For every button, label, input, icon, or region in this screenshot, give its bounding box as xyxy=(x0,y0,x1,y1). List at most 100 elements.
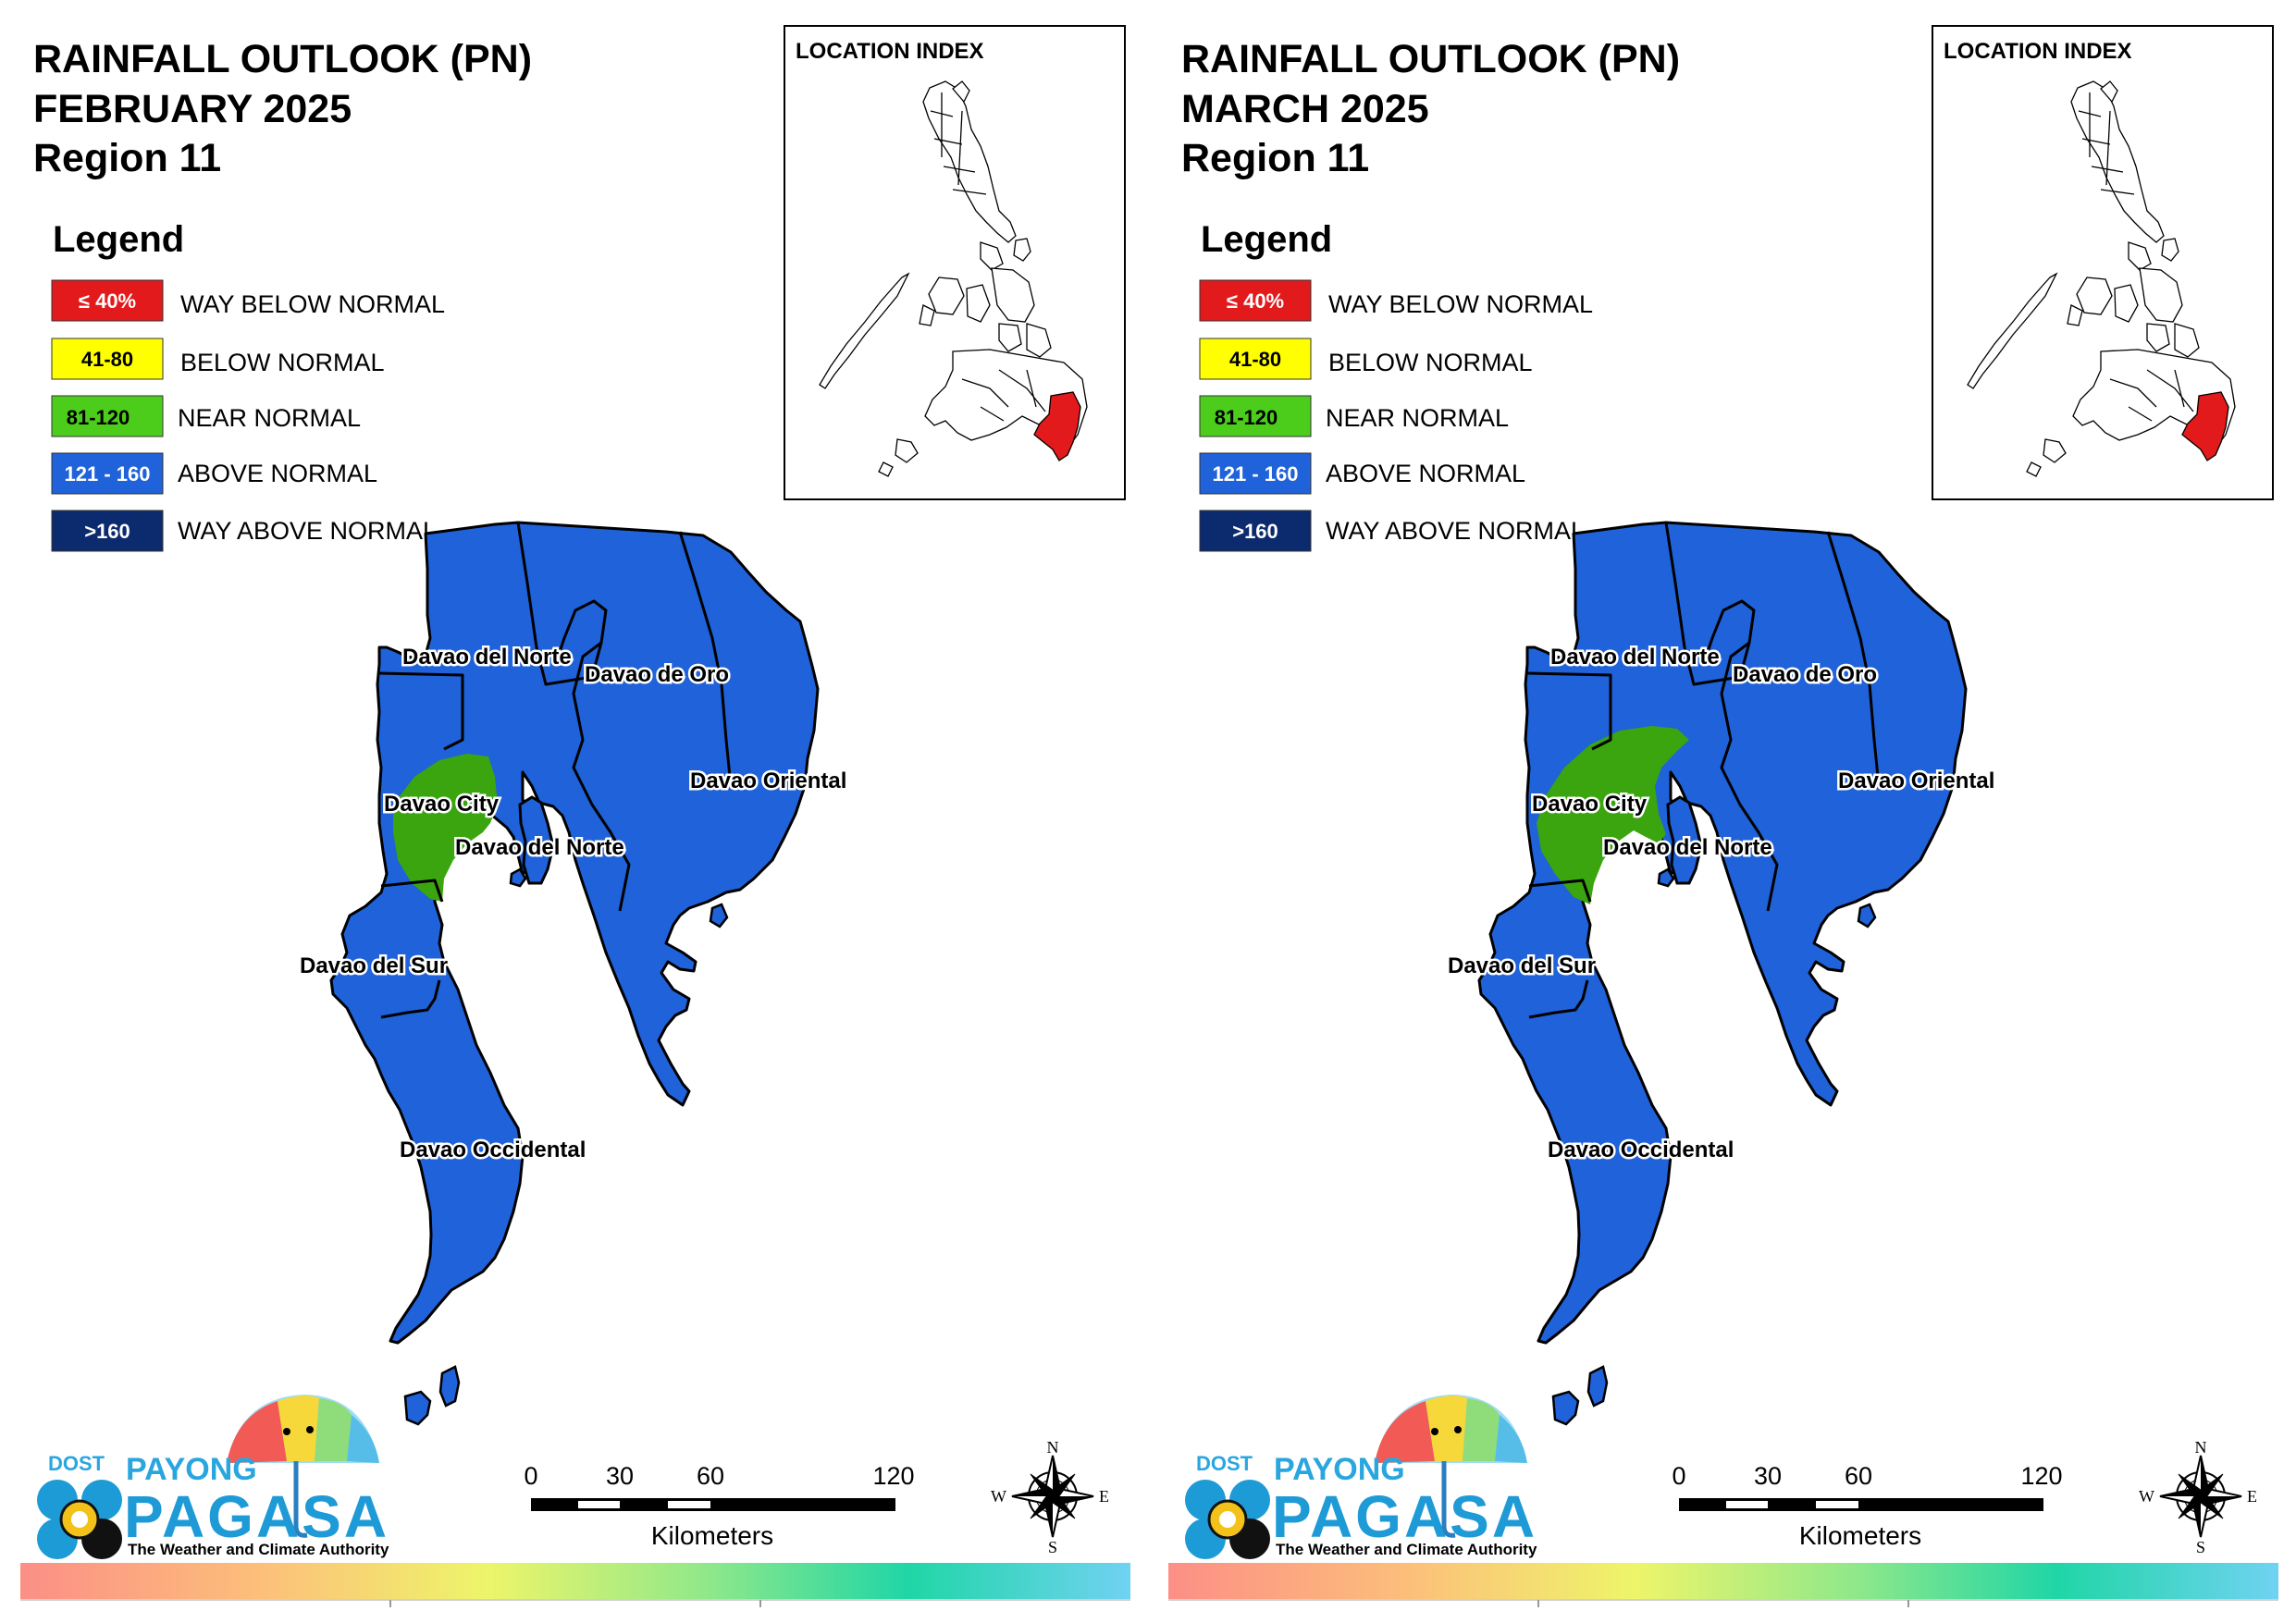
small-island-3 xyxy=(438,1365,461,1408)
province-label-davao-oriental: Davao Oriental xyxy=(690,768,846,793)
compass-n: N xyxy=(2195,1438,2207,1457)
scale-tick-label: 120 xyxy=(872,1462,914,1490)
legend: ≤ 40% WAY BELOW NORMAL 41-80 BELOW NORMA… xyxy=(1199,279,1593,552)
legend-item-way-below: ≤ 40% WAY BELOW NORMAL xyxy=(51,279,445,322)
map-title: RAINFALL OUTLOOK (PN) xyxy=(33,37,532,81)
logo-dost-text: DOST xyxy=(1196,1452,1253,1475)
small-island-4 xyxy=(709,903,729,928)
map-title: RAINFALL OUTLOOK (PN) xyxy=(1181,37,1680,81)
compass-s: S xyxy=(2196,1538,2205,1556)
region-11-highlight xyxy=(2181,391,2229,461)
legend-swatch xyxy=(51,395,164,437)
legend-label: WAY BELOW NORMAL xyxy=(1328,290,1593,318)
legend-item-below: 41-80 BELOW NORMAL xyxy=(51,338,385,380)
legend-label: ABOVE NORMAL xyxy=(1326,460,1525,487)
legend-item-near: 81-120 NEAR NORMAL xyxy=(1199,395,1509,437)
province-label-davao-del-sur: Davao del Sur xyxy=(300,953,448,978)
samal-island xyxy=(1666,795,1703,885)
dost-seal-icon xyxy=(1185,1480,1270,1559)
scale-bar: 0 30 60 120 Kilometers xyxy=(524,1462,914,1550)
province-boundaries xyxy=(1526,522,1881,1019)
pagasa-logo: DOST PAYONG PAGASA The Weather and Clima… xyxy=(1185,1395,1537,1559)
legend-swatch xyxy=(51,452,164,495)
legend-title: Legend xyxy=(1201,219,1332,260)
province-label-davao-occidental: Davao Occidental xyxy=(400,1137,586,1162)
legend-title: Legend xyxy=(53,219,184,260)
panels: RAINFALL OUTLOOK (PN) FEBRUARY 2025 Regi… xyxy=(20,25,2278,1607)
location-index-title: LOCATION INDEX xyxy=(796,39,984,64)
region-11-highlight xyxy=(1033,391,1081,461)
legend-swatch xyxy=(1199,395,1312,437)
legend-swatch xyxy=(1199,510,1312,552)
legend-range: 81-120 xyxy=(67,406,130,429)
legend-swatch xyxy=(51,338,164,380)
scale-tick-label: 60 xyxy=(1845,1462,1872,1490)
province-label-davao-del-norte-2: Davao del Norte xyxy=(1603,835,1772,860)
province-label-davao-city: Davao City xyxy=(1532,792,1648,817)
north-arrow-compass-icon: N E S W xyxy=(2139,1438,2257,1556)
legend-range: ≤ 40% xyxy=(79,289,136,313)
legend-label: BELOW NORMAL xyxy=(180,349,385,376)
scale-unit-label: Kilometers xyxy=(651,1521,773,1550)
umbrella-icon xyxy=(1375,1395,1527,1538)
compass-w: W xyxy=(2139,1487,2154,1506)
map-subtitle-month: MARCH 2025 xyxy=(1181,87,1429,131)
samal-island xyxy=(518,795,555,885)
legend-swatch xyxy=(1199,279,1312,322)
legend-swatch xyxy=(1199,338,1312,380)
scale-tick-label: 0 xyxy=(524,1462,537,1490)
legend-item-near: 81-120 NEAR NORMAL xyxy=(51,395,361,437)
scale-bar-body xyxy=(531,1498,895,1511)
map-panel-2: RAINFALL OUTLOOK (PN) MARCH 2025 Region … xyxy=(1168,25,2278,1607)
legend-range: 121 - 160 xyxy=(65,462,151,486)
small-island-1 xyxy=(509,867,527,888)
logo-payong-text: PAYONG xyxy=(126,1452,257,1487)
scale-bar-segment xyxy=(1726,1501,1768,1508)
umbrella-icon xyxy=(227,1395,379,1538)
legend: ≤ 40% WAY BELOW NORMAL 41-80 BELOW NORMA… xyxy=(51,279,445,552)
dost-seal-icon xyxy=(37,1480,122,1559)
legend-label: WAY BELOW NORMAL xyxy=(180,290,445,318)
scale-tick-label: 120 xyxy=(2020,1462,2062,1490)
legend-label: NEAR NORMAL xyxy=(1326,404,1509,432)
legend-swatch xyxy=(1199,452,1312,495)
scale-bar: 0 30 60 120 Kilometers xyxy=(1672,1462,2062,1550)
legend-label: NEAR NORMAL xyxy=(178,404,361,432)
scale-tick-label: 0 xyxy=(1672,1462,1685,1490)
scale-bar-segment xyxy=(578,1501,620,1508)
legend-range: >160 xyxy=(84,520,130,543)
logo-tagline: The Weather and Climate Authority xyxy=(1276,1541,1537,1558)
philippines-outline-map xyxy=(1967,80,2236,477)
scale-bar-segment xyxy=(668,1501,710,1508)
legend-label: WAY ABOVE NORMAL xyxy=(178,517,437,545)
legend-label: WAY ABOVE NORMAL xyxy=(1326,517,1585,545)
legend-item-way-below: ≤ 40% WAY BELOW NORMAL xyxy=(1199,279,1593,322)
compass-s: S xyxy=(1048,1538,1057,1556)
scale-tick-label: 30 xyxy=(1754,1462,1782,1490)
province-label-davao-de-oro: Davao de Oro xyxy=(585,662,729,687)
location-index-inset: LOCATION INDEX xyxy=(1932,25,2274,500)
legend-swatch xyxy=(51,279,164,322)
compass-n: N xyxy=(1047,1438,1059,1457)
decorative-gradient-bar xyxy=(20,1563,1130,1600)
north-arrow-compass-icon: N E S W xyxy=(991,1438,1109,1556)
logo-pagasa-text: PAGASA xyxy=(1272,1483,1537,1550)
province-boundaries xyxy=(378,522,733,1019)
legend-item-above: 121 - 160 ABOVE NORMAL xyxy=(51,452,377,495)
decorative-gradient-bar xyxy=(1168,1563,2278,1600)
legend-range: 41-80 xyxy=(81,348,133,371)
legend-range: ≤ 40% xyxy=(1227,289,1284,313)
small-island-4 xyxy=(1857,903,1877,928)
location-index-title: LOCATION INDEX xyxy=(1944,39,2132,64)
small-island-2 xyxy=(403,1390,432,1426)
compass-e: E xyxy=(2247,1487,2257,1506)
province-label-davao-del-norte: Davao del Norte xyxy=(1550,645,1720,670)
province-label-davao-del-norte-2: Davao del Norte xyxy=(455,835,624,860)
compass-w: W xyxy=(991,1487,1006,1506)
map-subtitle-region: Region 11 xyxy=(33,136,221,180)
small-island-3 xyxy=(1586,1365,1609,1408)
map-panel-1: RAINFALL OUTLOOK (PN) FEBRUARY 2025 Regi… xyxy=(20,25,1130,1607)
location-index-inset: LOCATION INDEX xyxy=(784,25,1126,500)
map-subtitle-month: FEBRUARY 2025 xyxy=(33,87,352,131)
scale-bar-body xyxy=(1679,1498,2043,1511)
